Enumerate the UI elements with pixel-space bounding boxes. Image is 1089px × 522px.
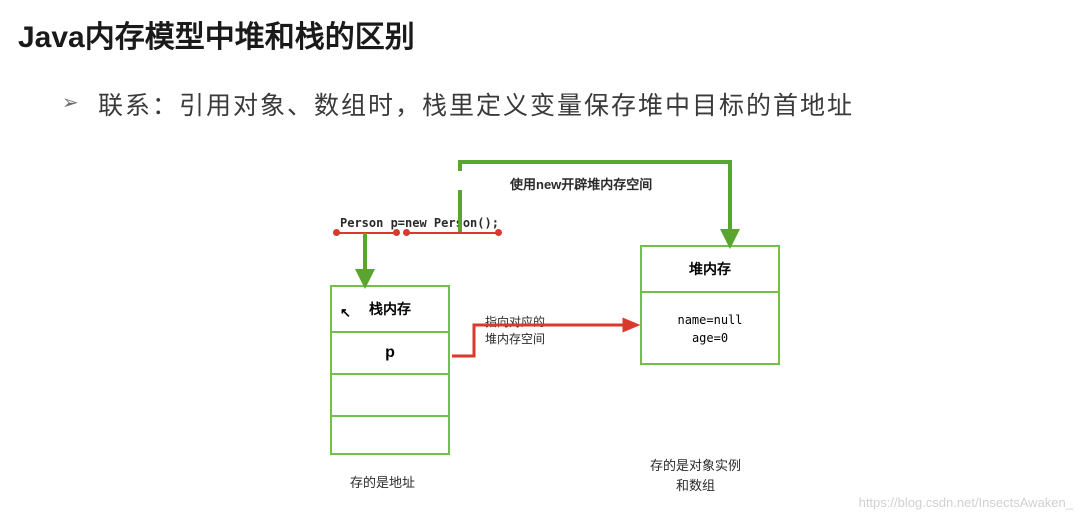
underline-dot-1 — [333, 229, 340, 236]
code-text: Person p=new Person(); — [340, 216, 499, 230]
stack-box: ↖ 栈内存 p — [330, 285, 450, 455]
heap-caption-l2: 和数组 — [676, 478, 715, 493]
heap-caption-l1: 存的是对象实例 — [650, 458, 741, 473]
heap-line-1: name=null — [677, 311, 742, 329]
heap-caption: 存的是对象实例 和数组 — [650, 456, 741, 495]
underline-dot-3 — [403, 229, 410, 236]
bullet-text: 联系：引用对象、数组时，栈里定义变量保存堆中目标的首地址 — [98, 86, 854, 122]
underline-dot-4 — [495, 229, 502, 236]
stack-row-empty-2 — [332, 417, 448, 459]
stack-row-empty-1 — [332, 375, 448, 417]
stack-header: ↖ 栈内存 — [332, 287, 448, 333]
watermark: https://blog.csdn.net/InsectsAwaken_ — [859, 495, 1073, 510]
heap-header: 堆内存 — [642, 247, 778, 293]
heap-content: name=null age=0 — [642, 293, 778, 365]
cursor-icon: ↖ — [340, 305, 351, 321]
top-label: 使用new开辟堆内存空间 — [510, 174, 652, 193]
mid-label-l2: 堆内存空间 — [485, 332, 545, 346]
mid-label: 指向对应的 堆内存空间 — [485, 314, 545, 348]
code-underline-right — [406, 232, 498, 234]
page-title: Java内存模型中堆和栈的区别 — [18, 12, 415, 56]
diagram-container: 使用new开辟堆内存空间 Person p=new Person(); ↖ 栈内… — [310, 160, 870, 500]
heap-header-text: 堆内存 — [689, 259, 731, 279]
stack-row-p: p — [332, 333, 448, 375]
stack-header-text: 栈内存 — [369, 299, 411, 319]
code-underline-left — [336, 232, 396, 234]
stack-caption: 存的是地址 — [350, 472, 415, 491]
underline-dot-2 — [393, 229, 400, 236]
bullet-mark: ➢ — [62, 90, 79, 115]
mid-label-l1: 指向对应的 — [485, 315, 545, 329]
heap-box: 堆内存 name=null age=0 — [640, 245, 780, 365]
stack-row-text: p — [385, 344, 395, 362]
heap-line-2: age=0 — [692, 329, 728, 347]
